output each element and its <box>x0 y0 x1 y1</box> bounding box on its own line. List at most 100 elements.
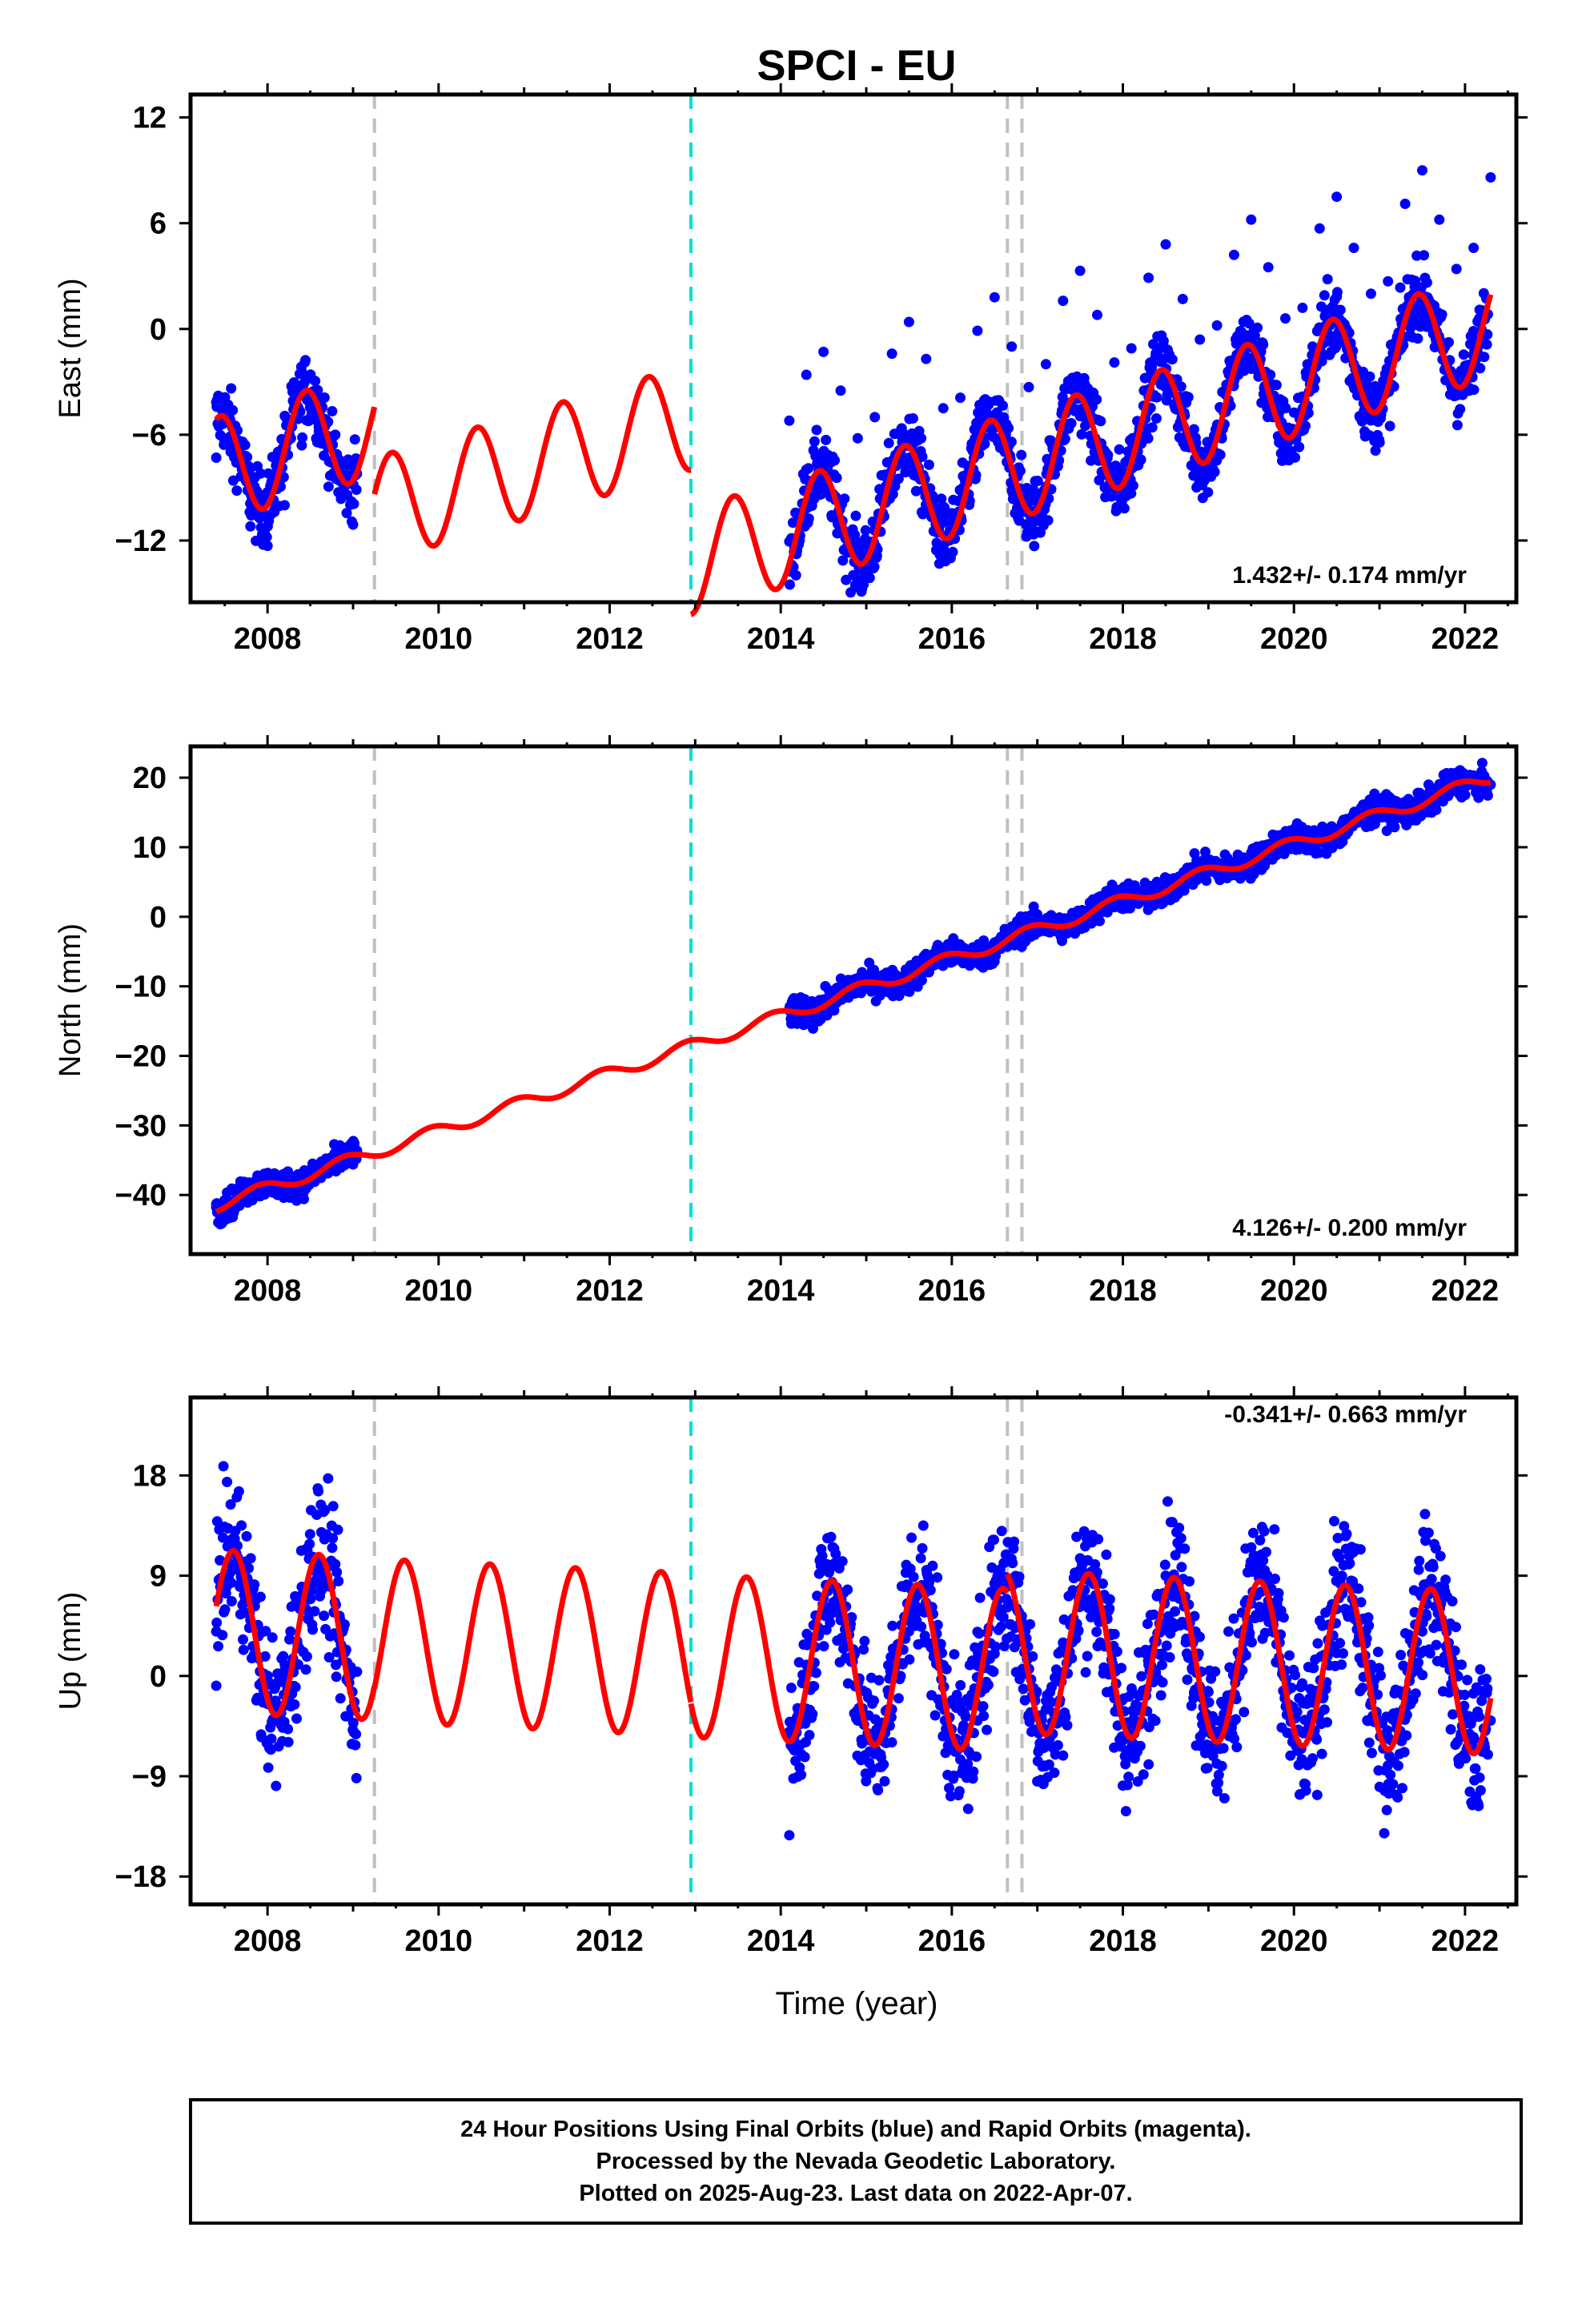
east-observation-point <box>1249 330 1260 341</box>
up-observation-point <box>804 1730 815 1741</box>
east-observation-point <box>831 472 842 484</box>
up-observation-point <box>799 1751 810 1763</box>
up-observation-point <box>1157 1677 1168 1688</box>
east-observation-point <box>903 316 914 328</box>
east-observation-point <box>1252 322 1263 333</box>
east-observation-point <box>916 432 927 444</box>
east-observation-point <box>1395 282 1406 293</box>
up-observation-point <box>906 1532 917 1543</box>
east-observation-point <box>279 500 290 511</box>
east-observations <box>211 165 1496 598</box>
up-observation-point <box>978 1701 989 1712</box>
east-observation-point <box>1455 404 1466 415</box>
up-observation-point <box>1247 1637 1257 1648</box>
east-observation-point <box>1374 437 1385 448</box>
up-observation-point <box>917 1542 928 1554</box>
east-observation-point <box>939 502 950 513</box>
east-observation-point <box>1436 309 1447 320</box>
up-observation-point <box>323 1473 334 1484</box>
east-observation-point <box>923 459 934 470</box>
up-observation-point <box>1300 1785 1311 1796</box>
up-observation-point <box>1143 1759 1154 1770</box>
up-observation-point <box>291 1713 302 1724</box>
up-observation-point <box>1182 1675 1193 1685</box>
east-observation-point <box>1322 274 1333 285</box>
east-observation-point <box>1468 243 1480 253</box>
up-observation-point <box>222 1477 233 1487</box>
up-observation-point <box>211 1680 222 1691</box>
up-observation-point <box>1387 1779 1399 1790</box>
up-observation-point <box>1290 1670 1301 1681</box>
east-observation-point <box>349 434 360 445</box>
up-observation-point <box>1363 1737 1375 1748</box>
up-observation-point <box>989 1534 999 1546</box>
up-observation-point <box>1239 1707 1250 1718</box>
up-observation-point <box>219 1604 231 1615</box>
east-observation-point <box>1023 381 1034 392</box>
up-observation-point <box>304 1538 315 1550</box>
up-observation-point <box>332 1524 343 1535</box>
up-observation-point <box>1311 1789 1323 1800</box>
east-panel: 2008 2010 2012 2014 2016 2018 2020 2022−12−6061… <box>54 83 1528 656</box>
east-observation-point <box>1258 339 1269 350</box>
east-observation-point <box>348 498 359 509</box>
up-observation-point <box>290 1682 301 1693</box>
east-observation-point <box>227 475 239 486</box>
east-observation-point <box>1006 436 1017 448</box>
north-y-tick-label: −20 <box>115 1039 167 1073</box>
up-observation-point <box>954 1786 965 1797</box>
east-observation-point <box>341 508 352 519</box>
east-observation-point <box>1182 392 1194 403</box>
up-observation-point <box>1111 1646 1122 1657</box>
east-observation-point <box>319 392 330 403</box>
east-observation-point <box>886 348 897 360</box>
east-observation-point <box>1016 449 1027 460</box>
up-observation-point <box>1184 1576 1195 1587</box>
north-rate-label: 4.126+/- 0.200 mm/yr <box>1232 1215 1467 1241</box>
up-observation-point <box>333 1575 344 1586</box>
up-observation-point <box>1049 1767 1060 1779</box>
up-observation-point <box>1014 1571 1025 1582</box>
east-observation-point <box>1177 293 1188 304</box>
east-observation-point <box>231 485 243 497</box>
east-observation-point <box>1042 515 1054 526</box>
east-observation-point <box>1076 428 1087 440</box>
up-observation-point <box>1273 1588 1284 1598</box>
up-observation-point <box>309 1606 320 1617</box>
up-observation-point <box>271 1780 282 1791</box>
north-y-tick-label: −10 <box>115 971 167 1004</box>
up-observation-point <box>331 1566 343 1578</box>
east-x-tick-label: 2020 <box>1260 622 1328 656</box>
up-observation-point <box>996 1621 1006 1632</box>
north-x-tick-label: 2008 <box>234 1274 302 1308</box>
east-observation-point <box>837 555 849 566</box>
up-observation-point <box>916 1621 927 1632</box>
up-observation-point <box>1255 1534 1266 1546</box>
up-observation-point <box>873 1784 884 1795</box>
up-observation-point <box>1261 1546 1271 1558</box>
up-observation-point <box>1355 1544 1366 1555</box>
east-observation-point <box>1014 465 1026 476</box>
up-observation-point <box>1202 1763 1213 1774</box>
up-observation-point <box>351 1729 362 1739</box>
east-observation-point <box>1195 334 1206 345</box>
east-observation-point <box>1203 487 1214 498</box>
east-observation-point <box>1095 416 1106 427</box>
east-observation-point <box>1419 250 1430 261</box>
up-observation-point <box>241 1530 252 1542</box>
up-observation-point <box>908 1571 919 1582</box>
up-observation-point <box>1367 1747 1377 1759</box>
east-observation-point <box>239 440 251 451</box>
east-observation-point <box>1319 290 1330 301</box>
east-observation-point <box>801 369 812 380</box>
east-observation-point <box>869 412 881 423</box>
up-observation-point <box>1372 1647 1383 1658</box>
up-observation-point <box>1341 1529 1352 1539</box>
east-observation-point <box>1434 214 1445 225</box>
up-observation-point <box>351 1772 362 1783</box>
up-observation-point <box>1231 1742 1243 1753</box>
east-observation-point <box>1335 304 1346 316</box>
up-observation-point <box>955 1679 966 1691</box>
up-observation-point <box>1231 1714 1241 1725</box>
up-observation-point <box>810 1667 821 1679</box>
